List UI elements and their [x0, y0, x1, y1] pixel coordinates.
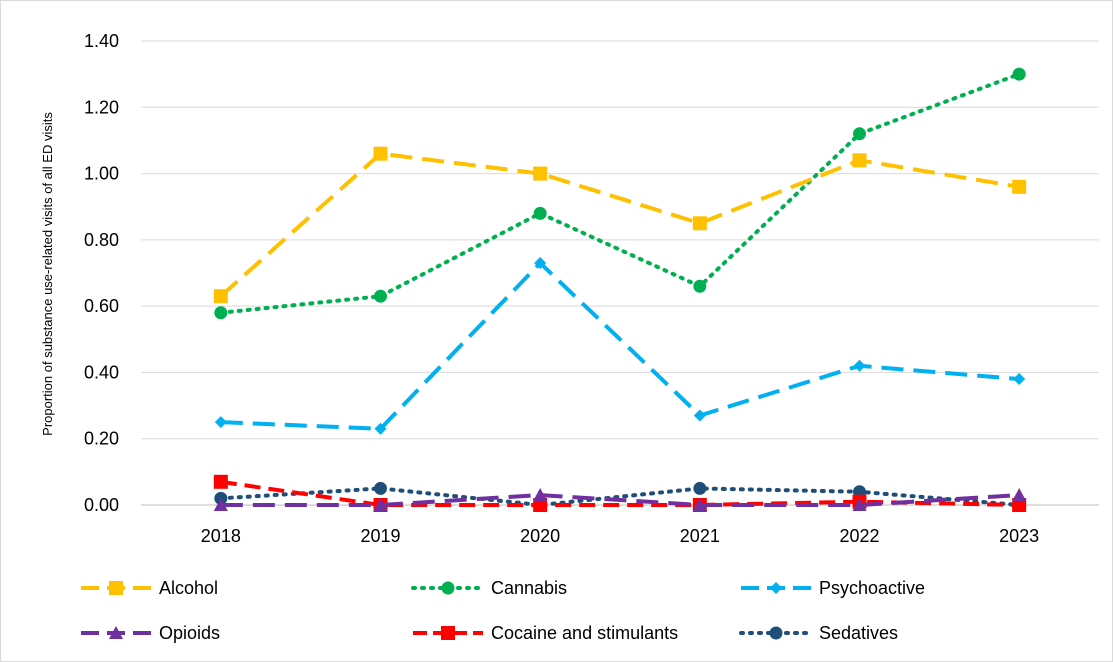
x-tick-label: 2020: [520, 526, 560, 546]
y-axis-label: Proportion of substance use-related visi…: [40, 112, 55, 436]
data-point-cocaine-and-stimulants: [533, 498, 548, 512]
legend-item-sedatives: Sedatives: [739, 623, 898, 643]
legend-label: Alcohol: [159, 578, 218, 598]
data-point-sedatives: [693, 481, 707, 495]
legend-item-opioids: Opioids: [81, 623, 220, 643]
x-tick-label: 2023: [999, 526, 1039, 546]
legend: Alcohol Cannabis Psychoactive Opioids Cocain…: [81, 578, 925, 643]
series-line-cannabis: [218, 72, 1022, 315]
data-point-psychoactive: [693, 409, 706, 422]
data-point-opioids: [533, 488, 548, 502]
x-axis-ticks: 2018 2019 2020 2021 2022 2023: [201, 526, 1039, 546]
series-line-cocaine-and-stimulants: [220, 479, 1020, 507]
data-point-psychoactive: [214, 416, 227, 429]
data-point-cannabis: [533, 206, 547, 220]
series-lines: [213, 67, 1027, 512]
data-point-opioids: [1012, 488, 1027, 502]
y-axis-ticks: 0.00 0.20 0.40 0.60 0.80 1.00 1.20 1.40: [84, 31, 119, 515]
legend-marker: [109, 626, 123, 639]
x-tick-label: 2019: [360, 526, 400, 546]
data-point-alcohol: [692, 216, 707, 231]
y-tick-label: 0.20: [84, 429, 119, 449]
series-sedatives: [214, 481, 1026, 512]
data-point-psychoactive: [374, 422, 387, 435]
x-tick-label: 2022: [839, 526, 879, 546]
series-line-sedatives: [218, 486, 1022, 507]
y-tick-label: 0.40: [84, 362, 119, 382]
data-point-alcohol: [213, 289, 228, 304]
legend-item-cocaine-and-stimulants: Cocaine and stimulants: [413, 623, 678, 643]
x-tick-label: 2018: [201, 526, 241, 546]
legend-item-psychoactive: Psychoactive: [741, 578, 925, 598]
legend-label: Cannabis: [491, 578, 567, 598]
legend-marker: [441, 626, 455, 640]
legend-marker: [441, 581, 455, 595]
data-point-opioids: [852, 498, 867, 511]
data-point-cannabis: [374, 289, 387, 303]
data-point-alcohol: [373, 146, 388, 161]
legend-label: Psychoactive: [819, 578, 925, 598]
data-point-cannabis: [214, 306, 228, 320]
data-point-cannabis: [853, 127, 866, 141]
x-tick-label: 2021: [680, 526, 720, 546]
data-point-sedatives: [374, 481, 387, 495]
data-point-cocaine-and-stimulants: [1012, 498, 1027, 512]
y-tick-label: 0.00: [84, 495, 119, 515]
y-tick-label: 1.20: [84, 97, 119, 117]
data-point-alcohol: [852, 153, 867, 168]
data-point-psychoactive: [853, 359, 866, 372]
series-line-opioids: [220, 493, 1020, 507]
y-tick-label: 0.80: [84, 230, 119, 250]
legend-item-alcohol: Alcohol: [81, 578, 218, 598]
data-point-psychoactive: [534, 257, 547, 270]
legend-item-cannabis: Cannabis: [411, 578, 567, 598]
y-tick-label: 1.40: [84, 31, 119, 51]
data-point-psychoactive: [1013, 373, 1026, 386]
data-point-cocaine-and-stimulants: [213, 474, 228, 489]
legend-marker: [769, 626, 783, 640]
legend-marker: [109, 581, 123, 595]
data-point-opioids: [213, 498, 228, 511]
gridlines: [141, 40, 1099, 506]
data-point-opioids: [692, 498, 707, 511]
series-psychoactive: [214, 257, 1026, 435]
legend-marker: [770, 582, 782, 594]
y-tick-label: 0.60: [84, 296, 119, 316]
y-tick-label: 1.00: [84, 164, 119, 184]
legend-label: Cocaine and stimulants: [491, 623, 678, 643]
data-point-alcohol: [533, 166, 548, 181]
data-point-cannabis: [693, 279, 707, 293]
series-line-psychoactive: [220, 261, 1020, 431]
data-point-opioids: [373, 498, 388, 511]
series-line-alcohol: [219, 151, 1020, 298]
legend-label: Opioids: [159, 623, 220, 643]
legend-label: Sedatives: [819, 623, 898, 643]
data-point-alcohol: [1012, 179, 1027, 194]
series-cannabis: [214, 67, 1026, 320]
data-point-cannabis: [1012, 67, 1026, 81]
series-opioids: [213, 488, 1027, 511]
series-alcohol: [213, 146, 1027, 304]
